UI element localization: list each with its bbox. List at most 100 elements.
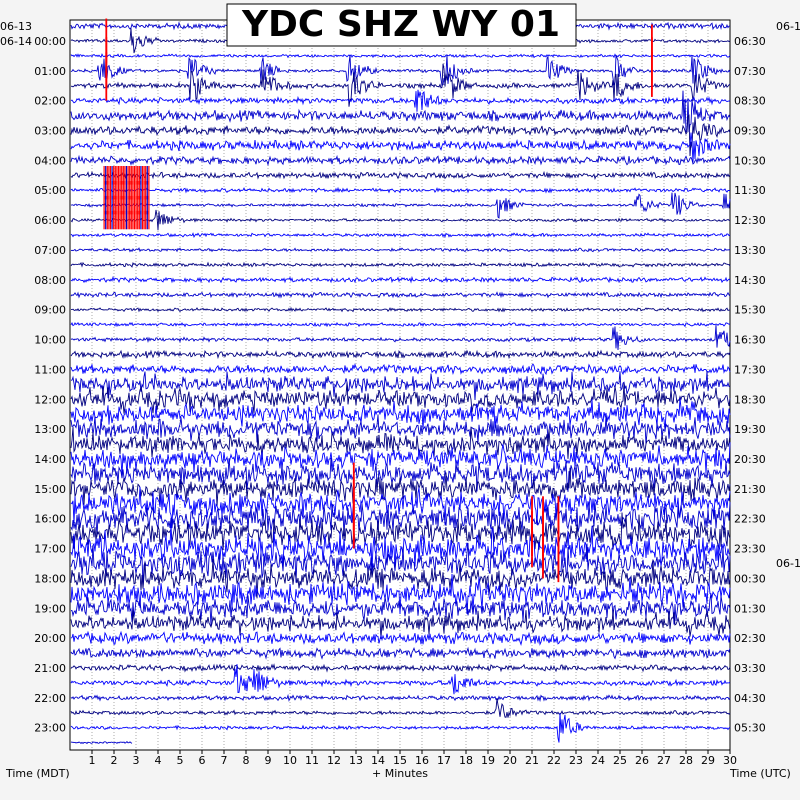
trace-13 [70, 209, 731, 231]
right-date-label-0: 06-1 [776, 20, 800, 33]
x-tick-label: 29 [701, 754, 715, 767]
right-hour-label: 05:30 [734, 722, 766, 735]
right-hour-label: 14:30 [734, 274, 766, 287]
right-hour-label: 19:30 [734, 423, 766, 436]
left-hour-label: 02:00 [34, 95, 66, 108]
trace-18 [70, 291, 731, 299]
right-hour-label: 00:30 [734, 572, 766, 585]
trace-44 [70, 664, 731, 695]
x-axis-ticks: 1 2 3 4 5 6 7 8 9 10 11 12 13 14 15 16 17 18 19 20 21 22 23 24 2… [89, 750, 737, 767]
trace-46 [70, 698, 731, 718]
right-hour-label: 01:30 [734, 602, 766, 615]
trace-8 [70, 132, 731, 163]
trace-40 [70, 609, 731, 639]
trace-42 [70, 646, 731, 660]
trace-33 [70, 501, 731, 537]
trace-3 [70, 54, 731, 87]
left-hour-label: 11:00 [34, 363, 66, 376]
x-tick-label: 26 [635, 754, 649, 767]
right-hour-label: 08:30 [734, 95, 766, 108]
left-date-label-0: 06-13 [0, 20, 32, 33]
trace-45 [70, 693, 731, 703]
x-tick-label: 15 [393, 754, 407, 767]
left-hour-label: 19:00 [34, 602, 66, 615]
trace-23 [70, 362, 731, 376]
x-tick-label: 23 [569, 754, 583, 767]
x-tick-label: 13 [349, 754, 363, 767]
trace-38 [70, 573, 731, 615]
right-hour-label: 04:30 [734, 692, 766, 705]
left-hour-label: 16:00 [34, 513, 66, 526]
left-hour-label: 13:00 [34, 423, 66, 436]
x-tick-label: 24 [591, 754, 605, 767]
trace-32 [70, 486, 731, 526]
right-time-labels: 06:30 07:30 08:30 09:30 10:30 11:30 12:30 13:30… [734, 35, 766, 735]
trace-37 [70, 558, 731, 599]
left-hour-label: 01:00 [34, 65, 66, 78]
x-tick-label: 16 [415, 754, 429, 767]
right-hour-label: 16:30 [734, 334, 766, 347]
x-tick-label: 4 [155, 754, 162, 767]
x-tick-label: 27 [657, 754, 671, 767]
trace-26 [70, 397, 731, 431]
trace-36 [70, 542, 731, 587]
trace-5 [70, 89, 731, 112]
right-hour-label: 17:30 [734, 363, 766, 376]
left-time-labels: 00:00 01:00 02:00 03:00 04:00 05:00 06:00 07:00… [34, 35, 66, 735]
left-hour-label: 06:00 [34, 214, 66, 227]
trace-30 [70, 457, 731, 492]
x-tick-label: 30 [723, 754, 737, 767]
trace-15 [70, 247, 731, 253]
trace-43 [70, 663, 731, 673]
trace-39 [70, 593, 731, 626]
x-tick-label: 11 [305, 754, 319, 767]
trace-24 [70, 370, 731, 400]
right-axis-label: Time (UTC) [729, 767, 791, 780]
trace-47 [70, 712, 731, 743]
trace-21 [70, 325, 731, 351]
trace-29 [70, 442, 731, 476]
trace-7 [70, 114, 731, 156]
trace-28 [70, 426, 731, 460]
trace-6 [70, 90, 731, 133]
right-hour-label: 06:30 [734, 35, 766, 48]
x-tick-label: 22 [547, 754, 561, 767]
trace-16 [70, 261, 731, 268]
x-tick-label: 17 [437, 754, 451, 767]
trace-41 [70, 630, 731, 647]
left-hour-label: 22:00 [34, 692, 66, 705]
trace-9 [70, 154, 731, 167]
left-hour-label: 03:00 [34, 125, 66, 138]
x-tick-label: 14 [371, 754, 385, 767]
trace-27 [70, 414, 731, 445]
right-hour-label: 15:30 [734, 304, 766, 317]
left-hour-label: 20:00 [34, 632, 66, 645]
x-tick-label: 21 [525, 754, 539, 767]
x-tick-label: 12 [327, 754, 341, 767]
x-tick-label: 20 [503, 754, 517, 767]
right-hour-label: 22:30 [734, 513, 766, 526]
trace-25 [70, 382, 731, 414]
left-hour-label: 12:00 [34, 393, 66, 406]
right-hour-label: 07:30 [734, 65, 766, 78]
left-hour-label: 18:00 [34, 572, 66, 585]
left-date-label-1: 06-14 [0, 35, 32, 48]
right-hour-label: 10:30 [734, 154, 766, 167]
trace-22 [70, 349, 731, 360]
trace-14 [70, 232, 731, 239]
x-tick-label: 7 [221, 754, 228, 767]
right-hour-label: 12:30 [734, 214, 766, 227]
trace-19 [70, 306, 731, 313]
x-tick-label: 1 [89, 754, 96, 767]
x-tick-label: 9 [265, 754, 272, 767]
left-hour-label: 15:00 [34, 483, 66, 496]
chart-title: YDC SHZ WY 01 [241, 4, 560, 45]
seismic-traces [70, 21, 731, 745]
left-hour-label: 14:00 [34, 453, 66, 466]
x-tick-label: 18 [459, 754, 473, 767]
trace-2 [70, 53, 731, 59]
trace-31 [70, 467, 731, 507]
x-tick-label: 10 [283, 754, 297, 767]
trace-34 [70, 512, 731, 551]
right-hour-label: 11:30 [734, 184, 766, 197]
